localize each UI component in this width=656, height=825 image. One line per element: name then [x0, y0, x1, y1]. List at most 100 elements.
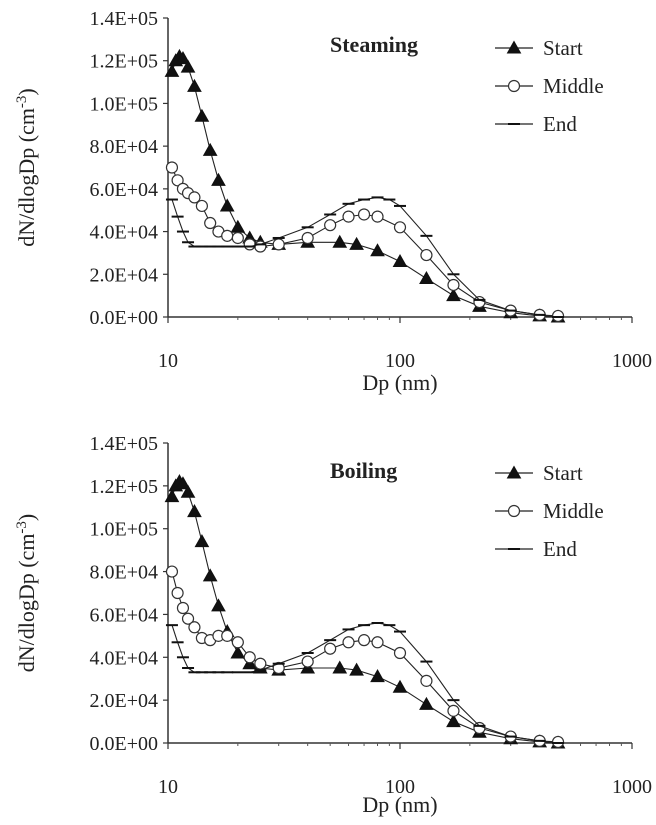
series-end: [165, 622, 565, 744]
y-axis-label: dN/dlogDp (cm-3): [14, 88, 39, 247]
data-point: [171, 586, 184, 600]
data-point: [171, 174, 184, 187]
data-point: [230, 219, 246, 233]
data-point: [180, 59, 196, 73]
legend-label: Middle: [543, 74, 604, 98]
data-point: [370, 669, 385, 683]
data-point: [393, 646, 407, 660]
legend: Start Middle End: [495, 36, 604, 136]
series-line: [171, 480, 559, 744]
legend-marker: [507, 79, 521, 93]
legend-marker: [506, 40, 522, 54]
chart-boiling: 0.0E+00 2.0E+04 4.0E+04 6.0E+04 8.0E+04 1.0E+…: [14, 433, 652, 817]
data-point: [420, 674, 433, 687]
series-start: [164, 48, 566, 323]
data-point: [202, 568, 218, 582]
data-point: [181, 612, 195, 625]
y-tick-label: 2.0E+04: [90, 264, 159, 286]
data-point: [332, 234, 348, 248]
data-point: [188, 191, 201, 204]
data-point: [175, 476, 191, 490]
y-tick-label: 0.0E+00: [90, 307, 159, 329]
data-point: [447, 278, 460, 292]
data-point: [419, 271, 434, 285]
y-tick-label: 1.2E+05: [90, 476, 159, 498]
chart-steaming: 0.0E+00 2.0E+04 4.0E+04 6.0E+04 8.0E+04 1.0E+…: [14, 8, 652, 395]
data-point: [165, 161, 179, 174]
data-point: [301, 231, 314, 245]
data-point: [195, 199, 209, 213]
data-point: [392, 253, 408, 267]
x-tick-label: 1000: [612, 776, 652, 798]
chart-title: Boiling: [330, 458, 397, 483]
data-point: [324, 219, 337, 232]
y-tick-label: 1.4E+05: [90, 8, 159, 30]
legend-marker: [507, 504, 521, 518]
data-point: [370, 243, 385, 257]
data-point: [357, 634, 371, 647]
data-point: [231, 636, 244, 649]
y-tick-label: 6.0E+04: [90, 179, 159, 201]
legend-label: Start: [543, 461, 583, 485]
data-point: [473, 295, 486, 309]
data-point: [392, 679, 408, 693]
series-line: [171, 55, 559, 318]
series-end: [165, 196, 565, 318]
y-tick-label: 1.4E+05: [90, 433, 159, 455]
data-point: [357, 208, 371, 221]
x-tick-label: 10: [158, 776, 178, 798]
series-start: [164, 474, 566, 749]
data-point: [324, 642, 337, 655]
series-middle: [165, 565, 565, 749]
y-tick-label: 8.0E+04: [90, 136, 159, 158]
data-point: [164, 63, 180, 77]
data-point: [349, 662, 364, 676]
x-tick-label: 1000: [612, 350, 652, 372]
data-point: [175, 51, 191, 65]
legend: Start Middle End: [495, 461, 604, 561]
data-point: [473, 721, 486, 735]
chart-title: Steaming: [330, 32, 418, 57]
data-point: [393, 221, 407, 234]
data-point: [165, 565, 179, 578]
y-tick-label: 1.2E+05: [90, 51, 159, 73]
data-point: [211, 172, 226, 186]
data-point: [446, 288, 461, 302]
y-tick-label: 1.0E+05: [90, 519, 159, 541]
data-point: [254, 657, 267, 670]
data-point: [447, 704, 460, 717]
data-point: [272, 661, 285, 675]
x-tick-label: 10: [158, 350, 178, 372]
y-tick-label: 6.0E+04: [90, 604, 159, 626]
data-point: [219, 198, 235, 212]
y-tick-label: 1.0E+05: [90, 93, 159, 115]
data-point: [221, 629, 234, 642]
data-point: [211, 598, 226, 612]
data-point: [164, 489, 180, 503]
series-line: [171, 571, 559, 743]
y-tick-label: 4.0E+04: [90, 647, 159, 669]
series-middle: [165, 161, 565, 323]
data-point: [342, 636, 355, 649]
data-point: [420, 248, 433, 262]
data-point: [551, 735, 565, 749]
y-tick-label: 2.0E+04: [90, 690, 159, 712]
data-point: [204, 216, 217, 230]
x-tick-label: 100: [385, 776, 415, 798]
data-point: [551, 309, 565, 323]
data-point: [446, 714, 461, 728]
legend-label: End: [543, 537, 577, 561]
y-tick-label: 8.0E+04: [90, 562, 159, 584]
data-point: [202, 142, 218, 156]
data-point: [332, 660, 348, 674]
data-point: [272, 238, 285, 251]
data-point: [342, 210, 355, 223]
data-point: [221, 229, 234, 242]
data-point: [194, 108, 210, 122]
legend-label: End: [543, 112, 577, 136]
legend-marker: [506, 465, 522, 479]
x-tick-label: 100: [385, 350, 415, 372]
y-tick-label: 0.0E+00: [90, 733, 159, 755]
data-point: [243, 651, 256, 664]
